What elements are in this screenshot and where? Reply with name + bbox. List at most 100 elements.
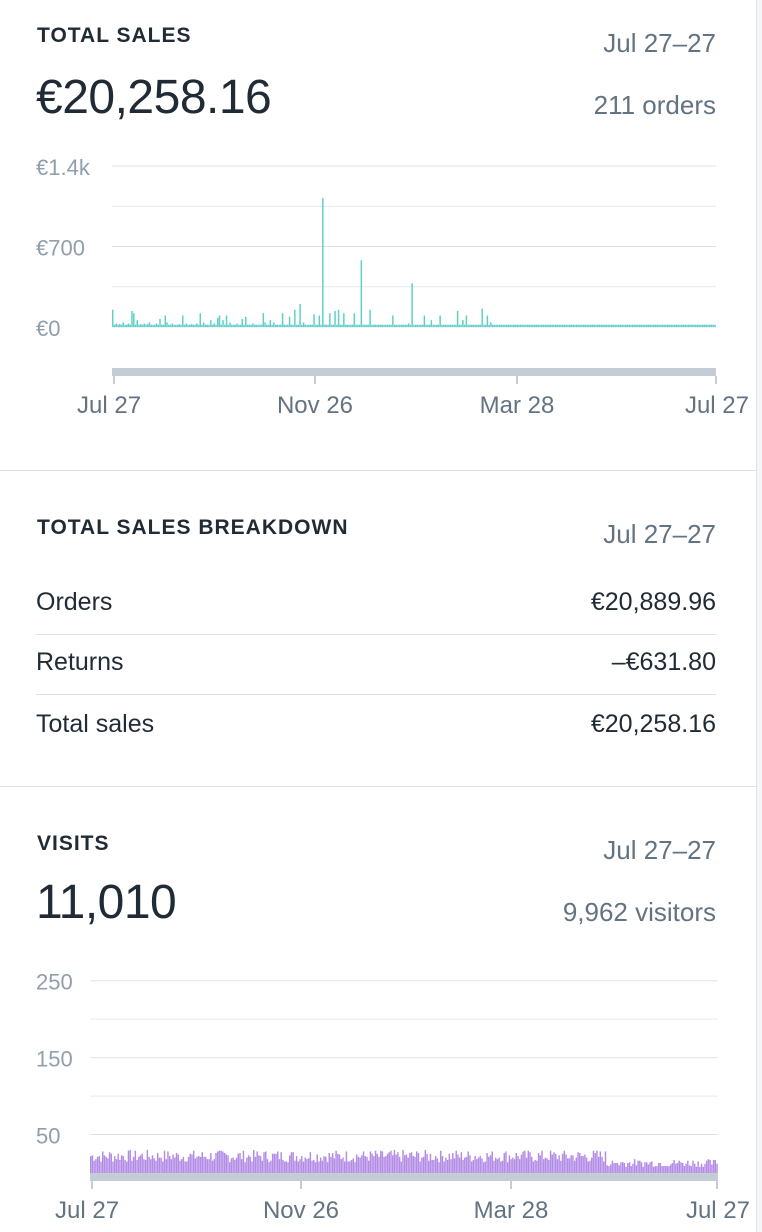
sales-chart[interactable]: €1.4k €700 €0 Jul 27 Nov 26 Mar 28 Jul 27 bbox=[0, 140, 756, 430]
chart-bar bbox=[609, 324, 611, 327]
chart-bar bbox=[537, 324, 539, 327]
chart-bar bbox=[285, 324, 287, 327]
chart-bar bbox=[411, 283, 413, 327]
chart-bar bbox=[453, 1158, 456, 1173]
chart-bar bbox=[285, 1161, 288, 1173]
chart-bar bbox=[474, 324, 476, 327]
chart-bar bbox=[498, 324, 501, 327]
chart-bar bbox=[274, 324, 277, 327]
chart-bar bbox=[523, 324, 525, 327]
chart-bar bbox=[654, 324, 657, 327]
chart-bar bbox=[579, 1153, 581, 1173]
chart-bar bbox=[639, 1160, 641, 1173]
chart-bar bbox=[524, 1150, 526, 1173]
chart-bar bbox=[570, 1155, 572, 1173]
chart-bar bbox=[147, 324, 149, 328]
chart-bar bbox=[179, 1160, 181, 1173]
chart-bar bbox=[525, 1157, 528, 1173]
breakdown-row-label: Total sales bbox=[36, 710, 155, 738]
total-sales-date-range[interactable]: Jul 27–27 bbox=[603, 28, 716, 58]
chart-bar bbox=[661, 1166, 663, 1173]
chart-bar bbox=[446, 324, 448, 327]
chart-bar bbox=[340, 1159, 342, 1173]
chart-bar bbox=[651, 1161, 653, 1173]
chart-bar bbox=[644, 324, 646, 327]
chart-bar bbox=[580, 1156, 583, 1173]
chart-bar bbox=[581, 324, 583, 327]
chart-bar bbox=[558, 1155, 560, 1173]
chart-bar bbox=[134, 1150, 137, 1173]
chart-bar bbox=[589, 324, 592, 327]
chart-bar bbox=[249, 1156, 252, 1173]
chart-bar bbox=[187, 324, 189, 327]
chart-bar bbox=[532, 324, 534, 327]
chart-bar bbox=[138, 1156, 140, 1173]
chart-bar bbox=[585, 1157, 588, 1173]
chart-bar bbox=[676, 1163, 679, 1173]
chart-bar bbox=[448, 1153, 451, 1173]
chart-bar bbox=[196, 323, 198, 327]
chart-bar bbox=[666, 324, 669, 327]
chart-bar bbox=[491, 324, 494, 327]
chart-bar bbox=[189, 1153, 191, 1173]
chart-bar bbox=[560, 324, 562, 327]
chart-bar bbox=[239, 1153, 241, 1173]
chart-bar bbox=[632, 1163, 634, 1173]
chart-bar bbox=[673, 324, 676, 327]
chart-bar bbox=[687, 1160, 689, 1173]
sales-breakdown-date-range[interactable]: Jul 27–27 bbox=[603, 519, 716, 549]
chart-bar bbox=[683, 1166, 686, 1173]
chart-bar bbox=[134, 324, 137, 327]
chart-bar bbox=[180, 1159, 183, 1173]
chart-bar bbox=[122, 322, 124, 327]
chart-bar bbox=[577, 1152, 579, 1173]
chart-bar bbox=[630, 1166, 632, 1173]
chart-bar bbox=[635, 1165, 638, 1173]
chart-bar bbox=[620, 1162, 622, 1173]
chart-bar bbox=[124, 1159, 126, 1173]
chart-bar bbox=[299, 1159, 301, 1173]
chart-bar bbox=[206, 1159, 209, 1173]
chart-bar bbox=[186, 1161, 188, 1173]
x-axis-tick-label: Nov 26 bbox=[263, 1197, 339, 1224]
chart-bar bbox=[265, 1151, 267, 1173]
chart-bar bbox=[406, 324, 408, 327]
chart-bar bbox=[496, 1159, 499, 1173]
chart-bar bbox=[483, 324, 485, 327]
chart-bar bbox=[196, 1156, 198, 1173]
chart-bar bbox=[702, 1166, 705, 1173]
chart-bar bbox=[120, 324, 123, 327]
chart-bar bbox=[614, 324, 616, 327]
chart-bar bbox=[113, 324, 116, 327]
chart-bar bbox=[596, 1150, 598, 1173]
chart-bar bbox=[402, 1149, 404, 1173]
chart-bar bbox=[187, 1156, 190, 1173]
chart-bar bbox=[330, 324, 333, 327]
chart-bar bbox=[220, 324, 223, 327]
chart-bar bbox=[486, 1153, 488, 1173]
chart-bar bbox=[163, 1150, 166, 1173]
chart-bar bbox=[341, 324, 343, 327]
chart-bar bbox=[154, 324, 156, 327]
chart-bar bbox=[273, 322, 275, 327]
visits-chart[interactable]: 250 150 50 Jul 27 Nov 26 Mar 28 Jul 27 bbox=[0, 957, 756, 1232]
chart-bar bbox=[407, 323, 410, 327]
chart-bar bbox=[433, 1159, 435, 1173]
chart-bar bbox=[326, 1162, 329, 1173]
chart-bar bbox=[700, 324, 702, 327]
chart-bar bbox=[182, 315, 184, 327]
chart-bar bbox=[395, 324, 398, 327]
visits-date-range[interactable]: Jul 27–27 bbox=[603, 835, 716, 865]
chart-bar bbox=[647, 324, 650, 327]
chart-bar bbox=[592, 1150, 595, 1173]
chart-bar bbox=[422, 1156, 425, 1173]
chart-bar bbox=[246, 324, 249, 327]
x-axis-tick-label: Mar 28 bbox=[480, 392, 555, 419]
chart-bar bbox=[266, 324, 268, 327]
chart-bar bbox=[160, 1157, 162, 1173]
y-axis-tick-label: 250 bbox=[36, 970, 73, 995]
chart-bar bbox=[309, 1152, 312, 1173]
chart-bar bbox=[605, 324, 608, 327]
chart-bar bbox=[438, 1162, 440, 1173]
chart-bar bbox=[669, 1164, 672, 1173]
